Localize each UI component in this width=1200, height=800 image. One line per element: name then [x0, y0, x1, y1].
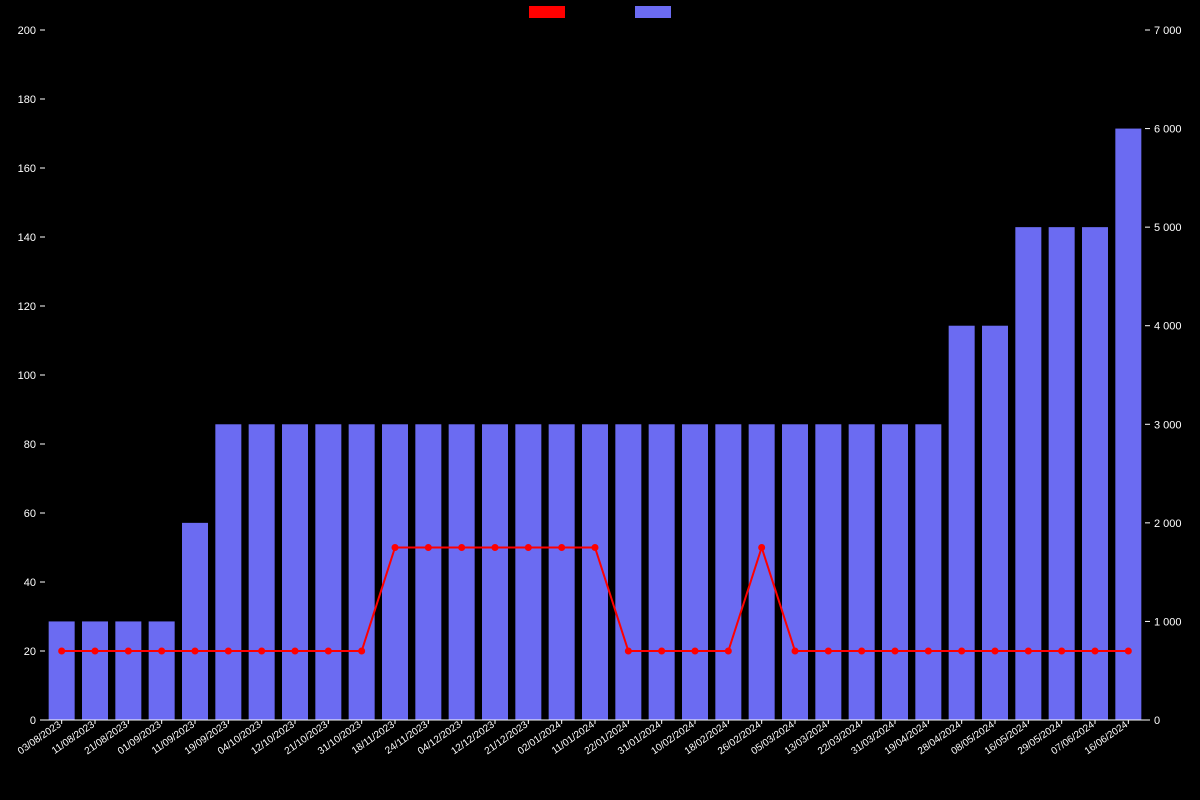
line-marker [192, 648, 198, 654]
bar [449, 424, 475, 720]
bar [82, 621, 108, 720]
bar [182, 523, 208, 720]
bar [415, 424, 441, 720]
line-marker [492, 545, 498, 551]
bar [715, 424, 741, 720]
line-marker [325, 648, 331, 654]
line-marker [859, 648, 865, 654]
y-right-tick-label: 0 [1154, 715, 1160, 727]
bar [882, 424, 908, 720]
y-left-tick-label: 60 [24, 508, 36, 520]
line-marker [392, 545, 398, 551]
line-marker [359, 648, 365, 654]
line-marker [59, 648, 65, 654]
line-marker [159, 648, 165, 654]
line-marker [892, 648, 898, 654]
y-right-tick-label: 5 000 [1154, 222, 1182, 234]
line-marker [825, 648, 831, 654]
line-marker [225, 648, 231, 654]
chart-svg: 0 20 40 60 80 100 120 140 160 180 200 0 1 000 2 000 3 … [0, 0, 1200, 800]
y-right-tick-label: 3 000 [1154, 419, 1182, 431]
y-left-tick-label: 200 [18, 25, 36, 37]
line-marker [125, 648, 131, 654]
bar [749, 424, 775, 720]
line-marker [659, 648, 665, 654]
line-marker [292, 648, 298, 654]
line-marker [792, 648, 798, 654]
y-left-tick-label: 20 [24, 646, 36, 658]
y-left-tick-label: 140 [18, 232, 36, 244]
line-marker [1025, 648, 1031, 654]
bar [482, 424, 508, 720]
y-right-tick-label: 7 000 [1154, 25, 1182, 37]
bar [915, 424, 941, 720]
bar [282, 424, 308, 720]
bar [1082, 227, 1108, 720]
legend-swatch [529, 6, 565, 18]
line-marker [759, 545, 765, 551]
bar [349, 424, 375, 720]
line-marker [259, 648, 265, 654]
bar [649, 424, 675, 720]
line-marker [925, 648, 931, 654]
y-left-tick-label: 120 [18, 301, 36, 313]
line-marker [959, 648, 965, 654]
bar [1115, 129, 1141, 720]
line-marker [1092, 648, 1098, 654]
bar [382, 424, 408, 720]
bar [115, 621, 141, 720]
bar [49, 621, 75, 720]
line-marker [725, 648, 731, 654]
y-left-tick-label: 80 [24, 439, 36, 451]
bar [815, 424, 841, 720]
line-marker [559, 545, 565, 551]
bar [782, 424, 808, 720]
line-marker [92, 648, 98, 654]
line-marker [592, 545, 598, 551]
bar [1015, 227, 1041, 720]
line-marker [1059, 648, 1065, 654]
line-marker [459, 545, 465, 551]
bar [249, 424, 275, 720]
bar [849, 424, 875, 720]
bar [682, 424, 708, 720]
bar [315, 424, 341, 720]
bar [582, 424, 608, 720]
bar [515, 424, 541, 720]
bar [549, 424, 575, 720]
line-marker [425, 545, 431, 551]
legend-swatch [635, 6, 671, 18]
line-marker [1125, 648, 1131, 654]
y-right-tick-label: 4 000 [1154, 321, 1182, 333]
y-left-tick-label: 40 [24, 577, 36, 589]
y-left-tick-label: 160 [18, 163, 36, 175]
line-marker [625, 648, 631, 654]
combo-chart: 0 20 40 60 80 100 120 140 160 180 200 0 1 000 2 000 3 … [0, 0, 1200, 800]
y-right-tick-label: 2 000 [1154, 518, 1182, 530]
bar [1049, 227, 1075, 720]
y-left-tick-label: 180 [18, 94, 36, 106]
y-left-tick-label: 100 [18, 370, 36, 382]
y-right-tick-label: 6 000 [1154, 124, 1182, 136]
y-left-tick-label: 0 [30, 715, 36, 727]
bar [982, 326, 1008, 720]
bar [949, 326, 975, 720]
bar [215, 424, 241, 720]
line-marker [692, 648, 698, 654]
y-right-tick-label: 1 000 [1154, 616, 1182, 628]
line-marker [992, 648, 998, 654]
bar [615, 424, 641, 720]
bar [149, 621, 175, 720]
line-marker [525, 545, 531, 551]
